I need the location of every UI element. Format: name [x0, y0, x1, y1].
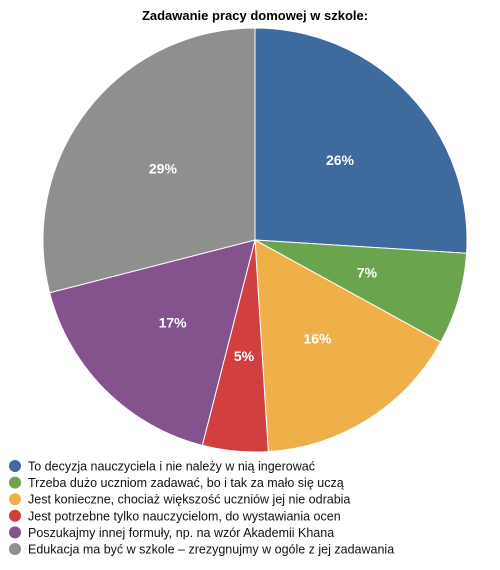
legend-swatch: [9, 526, 21, 539]
legend-swatch: [9, 460, 21, 472]
pie-value-labels: 26% 7% 16% 5% 17% 29%: [149, 152, 378, 364]
pie-slice: [254, 239, 442, 453]
pie-value-label: 16%: [303, 330, 332, 346]
legend-label: Jest konieczne, chociaż większość ucznió…: [28, 493, 350, 507]
legend-swatch: [9, 476, 21, 489]
pie-value-label: 29%: [149, 161, 178, 177]
pie-value-label: 5%: [234, 348, 255, 364]
legend-label: Poszukajmy innej formuły, np. na wzór Ak…: [28, 526, 334, 540]
legend: To decyzja nauczyciela i nie należy w ni…: [9, 460, 394, 557]
pie-slice: [254, 27, 468, 254]
pie-value-label: 17%: [159, 314, 188, 330]
legend-swatch: [9, 493, 21, 506]
pie-value-label: 26%: [326, 152, 355, 168]
legend-label: Trzeba dużo uczniom zadawać, bo i tak za…: [28, 476, 344, 490]
pie-slices: [42, 27, 468, 453]
legend-label: Jest potrzebne tylko nauczycielom, do wy…: [28, 509, 341, 523]
legend-label: Edukacja ma być w szkole – zrezygnujmy w…: [28, 543, 394, 557]
legend-swatch: [9, 509, 21, 522]
pie-value-label: 7%: [357, 265, 378, 281]
chart-title: Zadawanie pracy domowej w szkole:: [142, 8, 368, 23]
legend-swatch: [9, 543, 21, 555]
legend-label: To decyzja nauczyciela i nie należy w ni…: [28, 460, 315, 474]
pie-slice: [49, 239, 256, 446]
pie-slice: [42, 27, 256, 294]
